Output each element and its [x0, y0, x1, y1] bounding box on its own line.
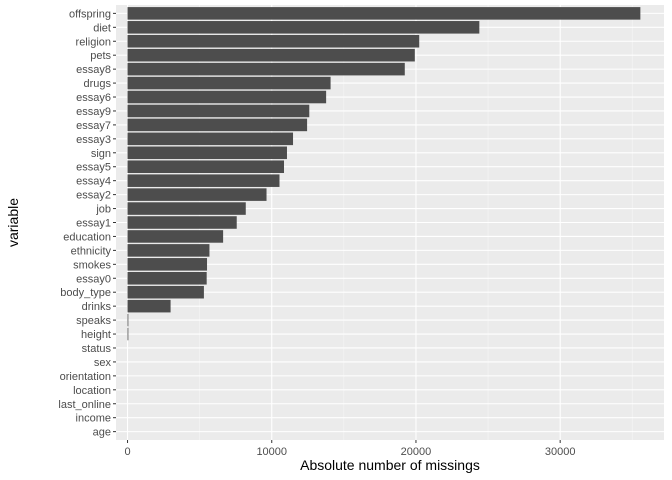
y-tick-label: drugs [83, 78, 111, 90]
bar-diet [127, 21, 480, 34]
bar-essay4 [127, 174, 280, 187]
y-tick-label: status [82, 343, 112, 355]
y-tick-label: essay5 [76, 162, 111, 174]
y-tick-label: essay9 [76, 106, 111, 118]
y-tick-label: essay2 [76, 190, 111, 202]
bar-smokes [127, 258, 208, 271]
y-tick-label: orientation [60, 371, 111, 383]
bar-job [127, 202, 246, 215]
bar-religion [127, 34, 420, 48]
y-tick-label: sign [91, 148, 111, 160]
bar-sign [127, 146, 287, 160]
bars [127, 7, 641, 341]
bar-essay8 [127, 62, 405, 76]
y-tick-label: last_online [58, 399, 111, 411]
bar-essay5 [127, 160, 285, 174]
y-tick-label: height [81, 329, 111, 341]
y-axis: offspring diet religion pets essay8 drugs essa… [58, 8, 116, 439]
x-tick-label: 30000 [545, 446, 576, 458]
x-axis-title: Absolute number of missings [300, 457, 480, 473]
y-tick-label: body_type [60, 287, 111, 299]
bar-body-type [127, 285, 204, 299]
bar-drinks [127, 299, 171, 313]
y-tick-label: essay6 [76, 92, 111, 104]
bar-essay6 [127, 90, 327, 104]
bar-essay1 [127, 216, 237, 229]
x-axis: 0 10000 20000 30000 [124, 440, 575, 458]
bar-ethnicity [127, 244, 210, 257]
y-tick-label: ethnicity [71, 245, 112, 257]
y-tick-label: drinks [82, 301, 112, 313]
y-tick-label: education [63, 231, 111, 243]
bar-essay3 [127, 132, 294, 146]
y-tick-label: essay1 [76, 218, 111, 230]
y-tick-label: essay7 [76, 120, 111, 132]
y-tick-label: job [95, 204, 111, 216]
bar-offspring [127, 7, 641, 20]
bar-speaks [127, 313, 129, 327]
y-tick-label: offspring [69, 8, 111, 20]
bar-drugs [127, 76, 331, 90]
y-tick-label: sex [94, 357, 112, 369]
y-axis-title: variable [5, 198, 21, 247]
bar-essay9 [127, 104, 310, 118]
y-tick-label: essay0 [76, 273, 111, 285]
y-tick-label: essay8 [76, 64, 111, 76]
bar-education [127, 230, 224, 243]
x-tick-label: 20000 [401, 446, 432, 458]
bar-height [127, 327, 129, 341]
y-tick-label: essay3 [76, 134, 111, 146]
bar-pets [127, 48, 415, 62]
y-tick-label: pets [90, 50, 111, 62]
bar-essay2 [127, 188, 267, 201]
x-tick-label: 0 [124, 446, 130, 458]
y-tick-label: income [76, 413, 111, 425]
y-tick-label: smokes [73, 259, 111, 271]
y-tick-label: diet [93, 22, 111, 34]
bar-essay0 [127, 271, 207, 285]
y-tick-label: age [93, 427, 111, 439]
y-tick-label: religion [76, 36, 111, 48]
x-tick-label: 10000 [256, 446, 287, 458]
y-tick-label: location [73, 385, 111, 397]
bar-essay7 [127, 118, 308, 132]
y-tick-label: speaks [76, 315, 111, 327]
y-tick-label: essay4 [76, 176, 111, 188]
